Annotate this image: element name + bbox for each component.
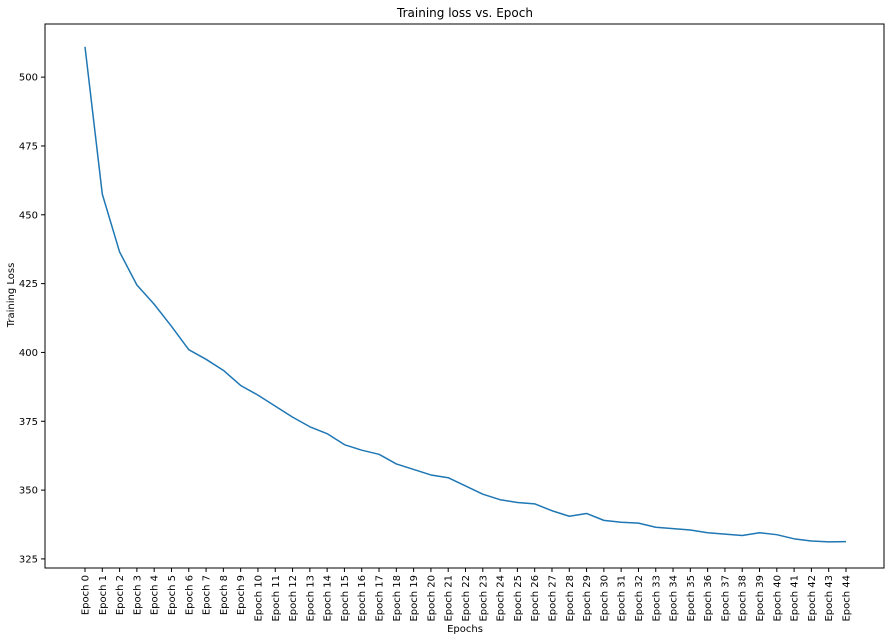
x-tick-label: Epoch 16 [357,575,368,622]
x-tick-label: Epoch 41 [790,575,801,622]
x-tick-label: Epoch 18 [392,575,403,622]
y-tick-label: 475 [19,141,38,152]
y-tick-label: 375 [19,417,38,428]
x-axis-label: Epochs [447,624,483,635]
x-tick-label: Epoch 37 [720,575,731,622]
x-tick-label: Epoch 19 [409,575,420,622]
x-tick-label: Epoch 26 [530,575,541,622]
y-tick-label: 500 [19,73,38,84]
y-tick-label: 350 [19,486,38,497]
x-tick-label: Epoch 10 [253,575,264,622]
x-tick-label: Epoch 43 [824,575,835,622]
x-tick-label: Epoch 23 [478,575,489,622]
x-tick-label: Epoch 35 [686,575,697,622]
x-tick-label: Epoch 21 [444,575,455,622]
x-tick-label: Epoch 0 [81,575,92,615]
x-tick-label: Epoch 27 [547,575,558,622]
x-tick-label: Epoch 1 [98,575,109,615]
chart-title: Training loss vs. Epoch [396,6,533,20]
series-line [84,46,847,543]
x-tick-label: Epoch 28 [565,575,576,622]
x-tick-label: Epoch 30 [599,575,610,622]
x-tick-label: Epoch 24 [496,575,507,622]
x-tick-label: Epoch 40 [772,575,783,622]
x-tick-label: Epoch 12 [288,575,299,622]
x-tick-label: Epoch 6 [184,575,195,615]
x-tick-label: Epoch 34 [669,575,680,622]
x-tick-label: Epoch 17 [375,575,386,622]
plot-area: 325 350 375 400 425 450 475 500 Epoch 0 Epoch 1 Ep… [19,23,885,622]
x-tick-label: Epoch 2 [115,575,126,615]
x-tick-label: Epoch 7 [202,575,213,615]
x-tick-label: Epoch 3 [132,575,143,615]
x-tick-label: Epoch 29 [582,575,593,622]
x-tick-label: Epoch 36 [703,575,714,622]
x-tick-label: Epoch 31 [617,575,628,622]
y-tick-label: 425 [19,279,38,290]
x-tick-label: Epoch 25 [513,575,524,622]
x-tick-label: Epoch 13 [305,575,316,622]
x-tick-label: Epoch 15 [340,575,351,622]
plot-frame [44,23,885,569]
x-tick-label: Epoch 5 [167,575,178,615]
x-tick-label: Epoch 20 [426,575,437,622]
x-tick-label: Epoch 33 [651,575,662,622]
x-tick-label: Epoch 42 [807,575,818,622]
x-tick-label: Epoch 22 [461,575,472,622]
x-tick-label: Epoch 14 [323,575,334,622]
y-tick-label: 400 [19,348,38,359]
x-tick-label: Epoch 9 [236,575,247,615]
y-tick-label: 450 [19,210,38,221]
x-tick-label: Epoch 8 [219,575,230,615]
x-tick-label: Epoch 44 [842,575,853,622]
x-tick-label: Epoch 38 [738,575,749,622]
x-tick-label: Epoch 4 [150,575,161,615]
y-axis-label: Training Loss [6,263,17,329]
x-tick-label: Epoch 39 [755,575,766,622]
x-tick-label: Epoch 11 [271,575,282,622]
x-tick-label: Epoch 32 [634,575,645,622]
y-tick-label: 325 [19,554,38,565]
